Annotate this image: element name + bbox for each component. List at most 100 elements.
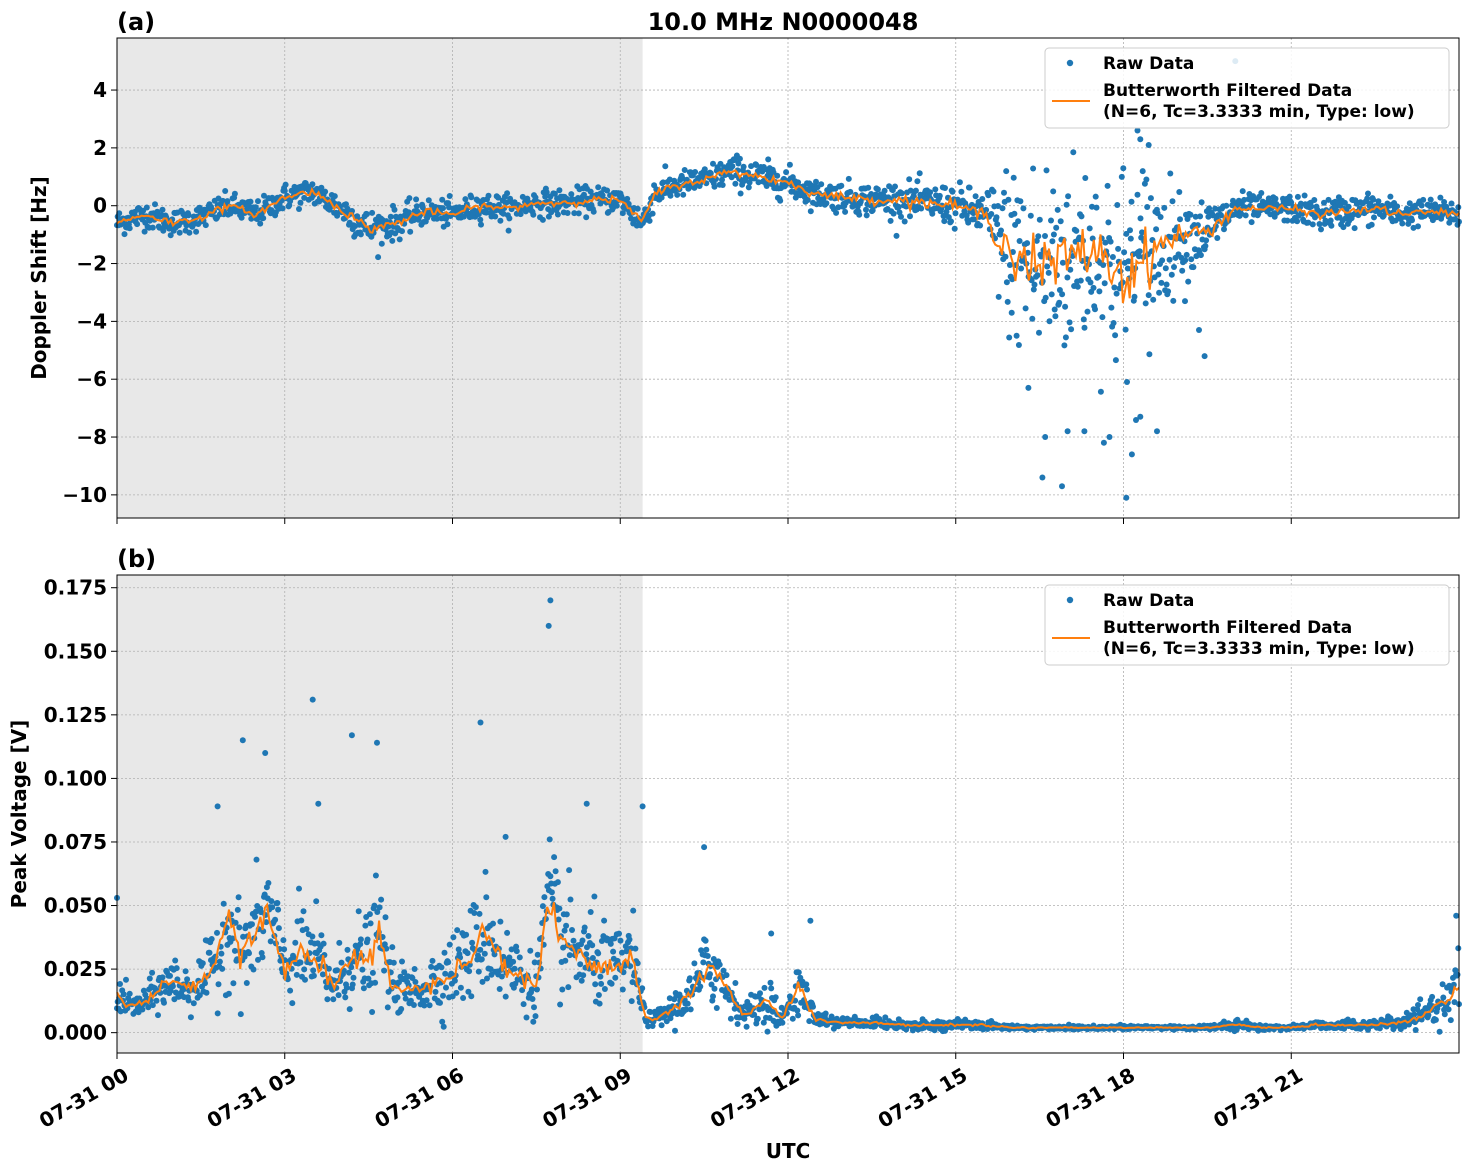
raw-data-point (136, 995, 143, 1002)
raw-data-point (482, 868, 489, 875)
raw-data-point (1050, 231, 1057, 238)
raw-data-point (463, 931, 470, 938)
raw-data-point (176, 229, 183, 236)
raw-data-point (1100, 262, 1107, 268)
raw-data-point (468, 993, 475, 1000)
raw-data-point (1031, 281, 1038, 288)
raw-data-point (912, 187, 919, 194)
raw-data-point (1065, 193, 1072, 200)
raw-data-point (282, 181, 289, 188)
raw-data-point (1124, 379, 1130, 385)
raw-data-point (1185, 278, 1192, 285)
raw-data-point (823, 200, 830, 207)
raw-data-point (723, 972, 730, 979)
raw-data-point (1139, 229, 1145, 236)
raw-data-point (601, 917, 608, 924)
raw-data-point (338, 959, 345, 966)
raw-data-point (1052, 313, 1059, 320)
raw-data-point (761, 984, 768, 991)
raw-data-outlier (1453, 912, 1460, 919)
raw-data-point (735, 160, 742, 167)
raw-data-outlier (309, 696, 316, 703)
raw-data-point (1197, 213, 1204, 220)
raw-data-point (1102, 239, 1109, 246)
raw-data-point (532, 1013, 539, 1020)
y-tick-label: 0.075 (44, 830, 107, 854)
raw-data-point (740, 163, 747, 170)
raw-data-point (1009, 249, 1016, 255)
raw-data-point (901, 218, 908, 225)
raw-data-point (1061, 342, 1068, 349)
raw-data-point (196, 992, 203, 999)
raw-data-point (1176, 189, 1183, 195)
raw-data-point (1417, 996, 1424, 1003)
raw-data-point (360, 985, 367, 992)
raw-data-outlier (547, 597, 554, 604)
raw-data-point (1441, 1011, 1448, 1018)
raw-data-outlier (1008, 309, 1015, 316)
raw-data-point (587, 188, 594, 195)
legend-text-line: Butterworth Filtered Data (1103, 81, 1352, 101)
raw-data-outlier (545, 622, 552, 629)
raw-data-point (1221, 226, 1227, 233)
raw-data-point (1057, 218, 1064, 225)
raw-data-point (1144, 204, 1151, 210)
raw-data-point (604, 936, 611, 942)
raw-data-point (578, 977, 585, 984)
legend-text-line: (N=6, Tc=3.3333 min, Type: low) (1103, 639, 1415, 659)
raw-data-point (686, 975, 693, 982)
raw-data-point (343, 201, 349, 208)
raw-data-point (628, 998, 635, 1005)
raw-data-point (369, 1009, 376, 1015)
raw-data-point (141, 228, 148, 235)
raw-data-point (1120, 165, 1127, 172)
panel-b-ylabel: Peak Voltage [V] (7, 720, 31, 909)
raw-data-point (881, 187, 888, 194)
raw-data-point (490, 920, 496, 927)
raw-data-point (568, 191, 575, 198)
raw-data-point (531, 1004, 537, 1011)
raw-data-point (1066, 319, 1073, 326)
raw-data-point (465, 988, 472, 995)
raw-data-point (1177, 216, 1183, 223)
raw-data-point (372, 872, 379, 879)
raw-data-point (1288, 199, 1295, 206)
raw-data-point (432, 988, 439, 995)
panel-a-filtered-line (116, 168, 1460, 304)
raw-data-point (230, 980, 237, 987)
raw-data-point (914, 178, 921, 185)
raw-data-point (268, 898, 275, 905)
raw-data-point (208, 936, 215, 942)
raw-data-point (607, 940, 614, 947)
raw-data-point (167, 232, 174, 239)
raw-data-point (390, 959, 397, 966)
raw-data-point (1059, 291, 1066, 298)
panel-a-legend-box (1044, 47, 1450, 129)
raw-data-point (591, 893, 598, 900)
raw-data-point (1161, 204, 1168, 211)
raw-data-point (1182, 257, 1189, 264)
raw-data-outlier (1064, 428, 1071, 435)
raw-data-point (335, 992, 342, 999)
raw-data-point (1166, 256, 1173, 263)
raw-data-point (1171, 264, 1177, 270)
raw-data-point (1454, 971, 1461, 978)
raw-data-point (1134, 191, 1141, 198)
raw-data-point (1015, 218, 1022, 225)
raw-data-point (1197, 252, 1204, 259)
raw-data-point (626, 936, 633, 943)
raw-data-point (534, 986, 540, 993)
raw-data-point (238, 214, 245, 221)
raw-data-point (679, 175, 686, 182)
y-tick-label: 0.025 (44, 957, 107, 981)
raw-data-point (153, 997, 160, 1004)
raw-data-point (247, 198, 254, 205)
raw-data-point (918, 205, 925, 212)
raw-data-point (863, 212, 870, 219)
raw-data-point (1328, 222, 1335, 229)
raw-data-outlier (1100, 439, 1107, 446)
raw-data-outlier (1145, 142, 1152, 148)
raw-data-point (1020, 205, 1027, 212)
raw-data-point (595, 950, 602, 957)
raw-data-point (478, 221, 484, 228)
